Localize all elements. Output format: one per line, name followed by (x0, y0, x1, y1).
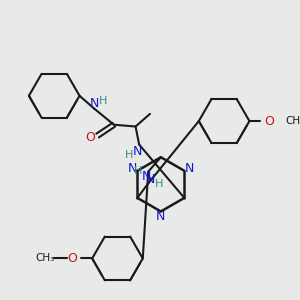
Text: N: N (128, 162, 137, 175)
Text: CH₃: CH₃ (285, 116, 300, 126)
Text: O: O (264, 115, 274, 128)
Text: N: N (133, 145, 142, 158)
Text: N: N (90, 98, 100, 110)
Text: N: N (156, 210, 166, 224)
Text: N: N (145, 173, 155, 186)
Text: N: N (142, 170, 151, 183)
Text: H: H (99, 96, 107, 106)
Text: O: O (68, 252, 77, 265)
Text: O: O (85, 131, 95, 144)
Text: H: H (155, 179, 163, 189)
Text: N: N (184, 162, 194, 175)
Text: H: H (125, 149, 134, 160)
Text: CH₃: CH₃ (36, 254, 55, 263)
Text: H: H (134, 166, 142, 176)
